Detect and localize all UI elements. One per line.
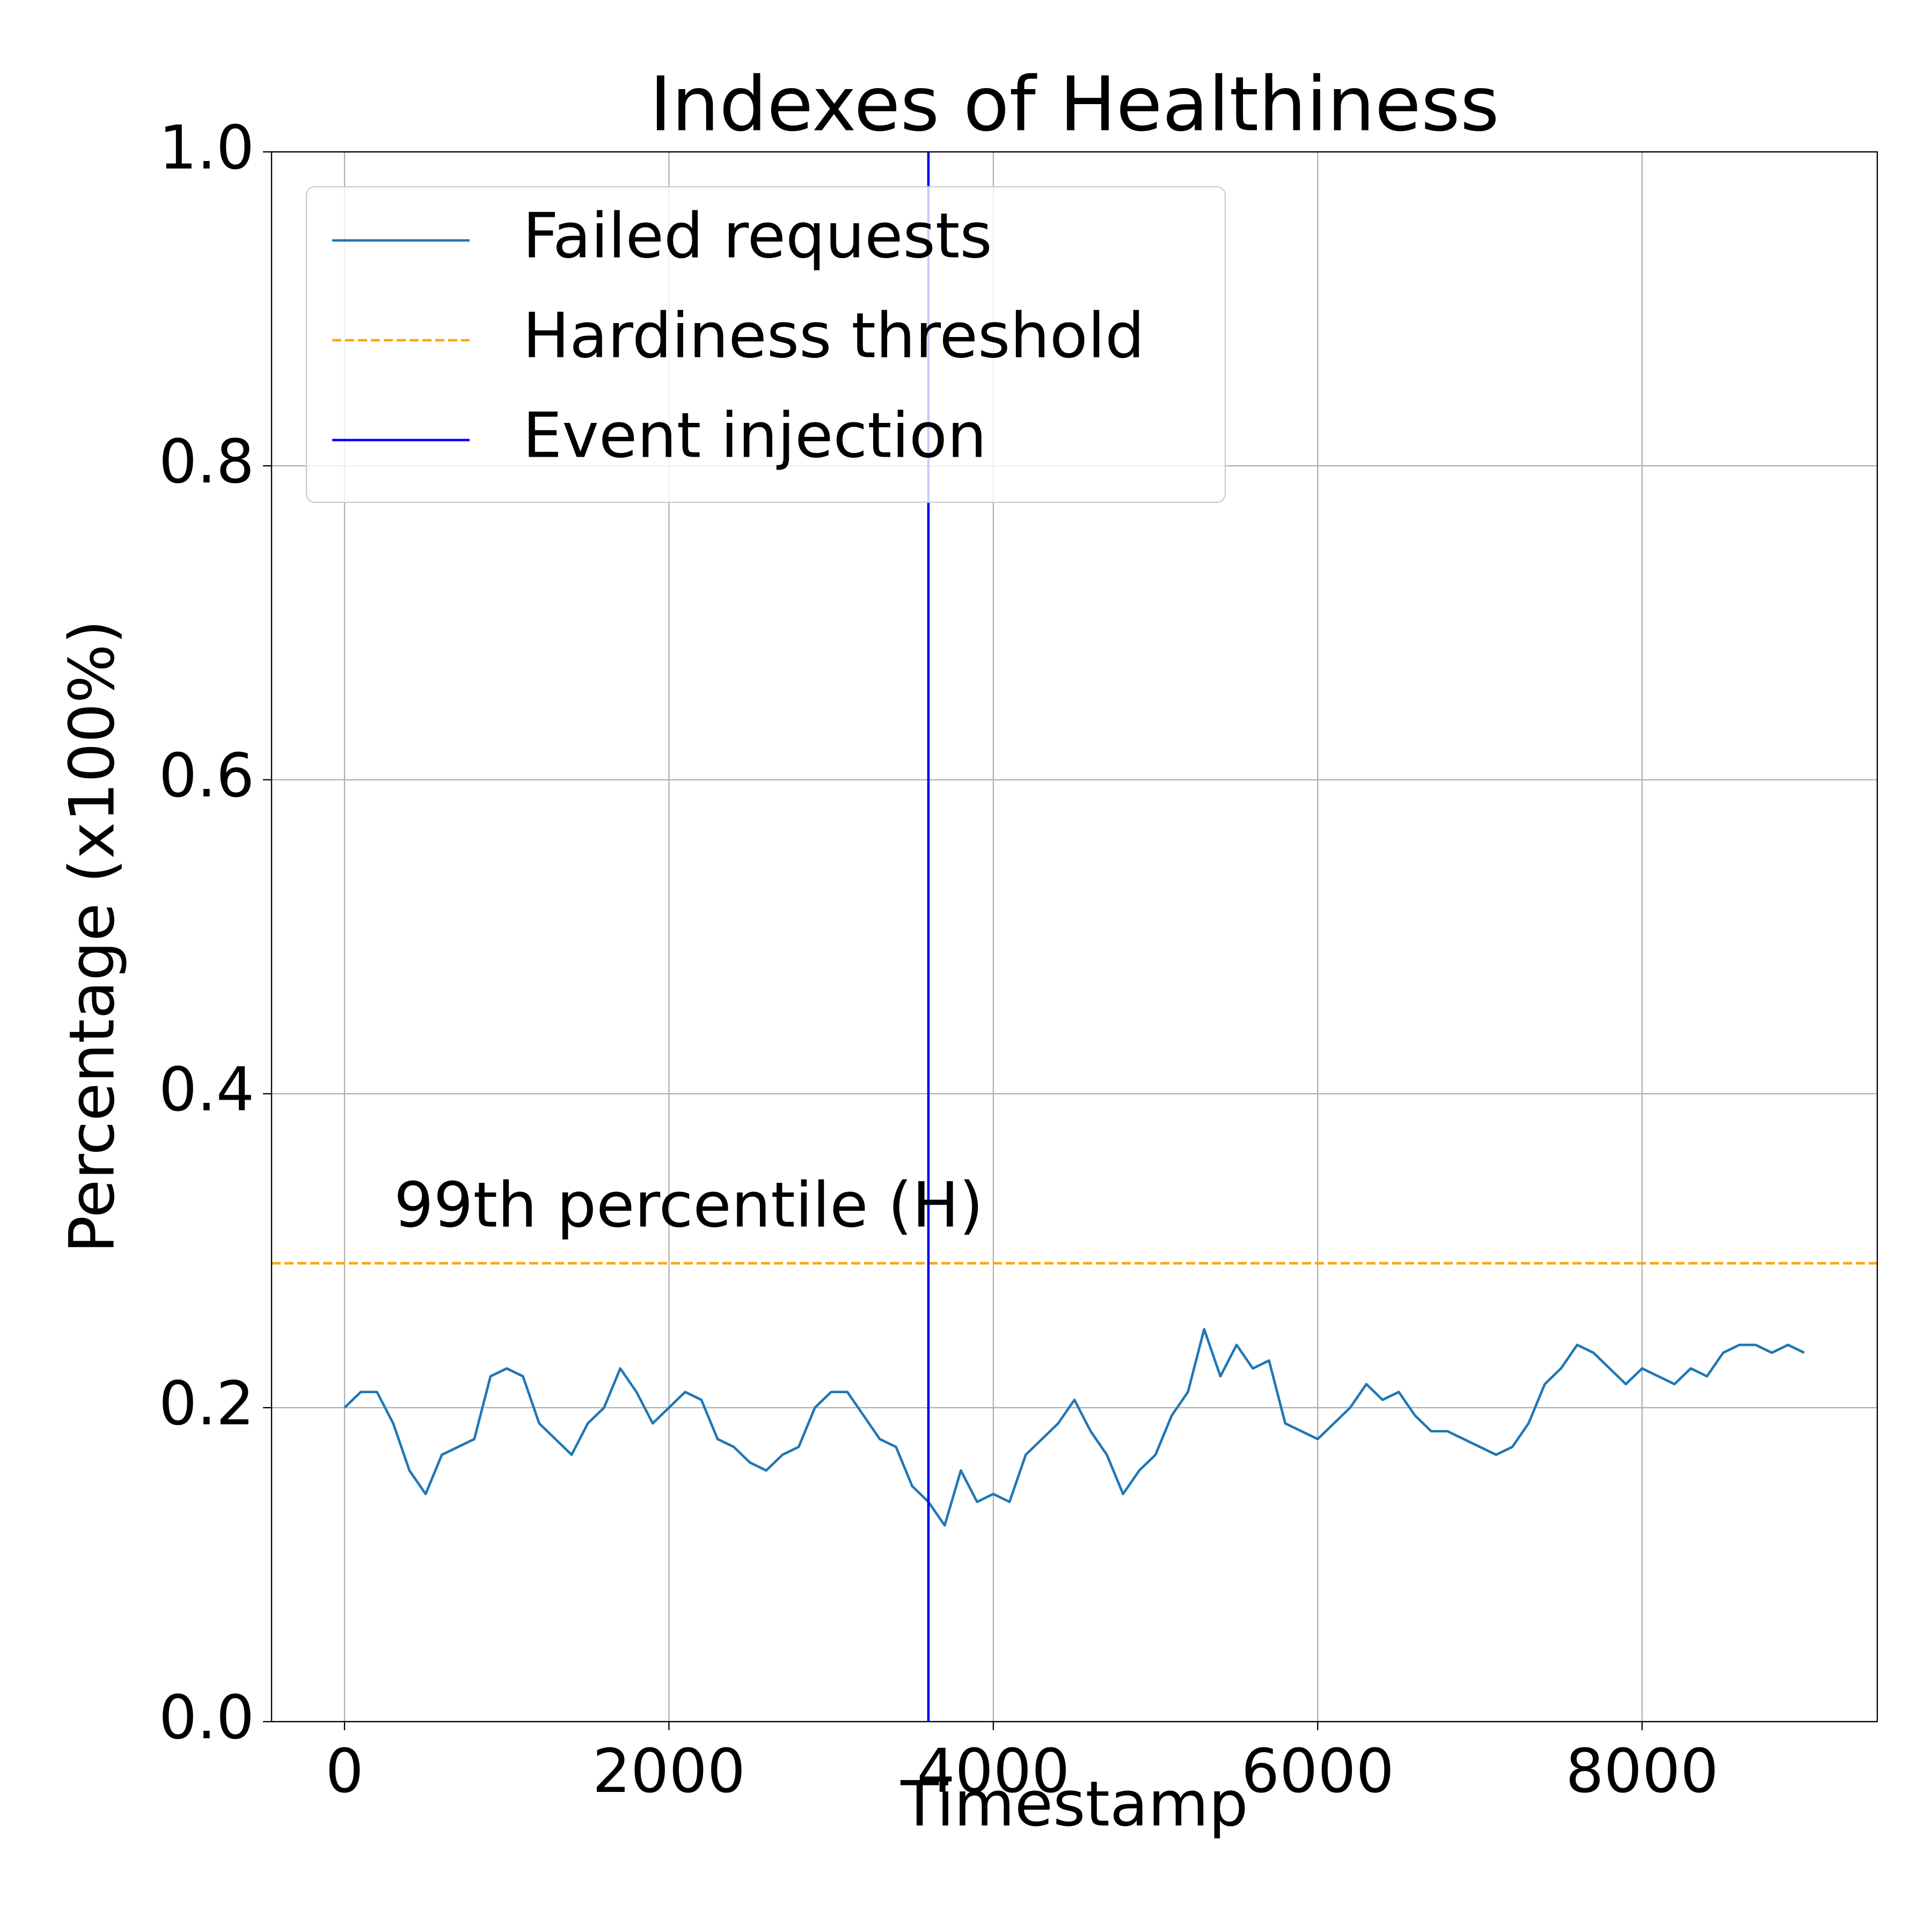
y-tick-label: 1.0 [159, 113, 254, 183]
x-tick-label: 4000 [917, 1737, 1070, 1806]
x-axis-label: Timestamp [900, 1768, 1248, 1841]
annotation: 99th percentile (H) [394, 1169, 983, 1242]
legend-label: Event injection [523, 400, 987, 472]
x-tick-label: 2000 [592, 1737, 745, 1806]
legend: Failed requests Hardiness threshold Event … [305, 186, 1226, 503]
y-tick-label: 0.2 [159, 1369, 254, 1439]
y-tick-label: 0.6 [159, 741, 254, 811]
y-axis-label: Percentage (x100%) [56, 620, 129, 1253]
legend-label: Hardiness threshold [523, 300, 1145, 372]
y-tick-label: 0.4 [159, 1055, 254, 1125]
legend-box [305, 186, 1226, 503]
plot-frame [270, 151, 1878, 1723]
y-tick-label: 0.0 [159, 1683, 254, 1753]
x-tick-label: 6000 [1241, 1737, 1394, 1806]
x-tick-label: 8000 [1565, 1737, 1718, 1806]
data-line [343, 1328, 1805, 1527]
x-tick-label: 0 [325, 1737, 363, 1806]
y-tick-label: 0.8 [159, 427, 254, 497]
chart-title: Indexes of Healthiness [649, 61, 1499, 149]
legend-label: Failed requests [523, 200, 992, 273]
